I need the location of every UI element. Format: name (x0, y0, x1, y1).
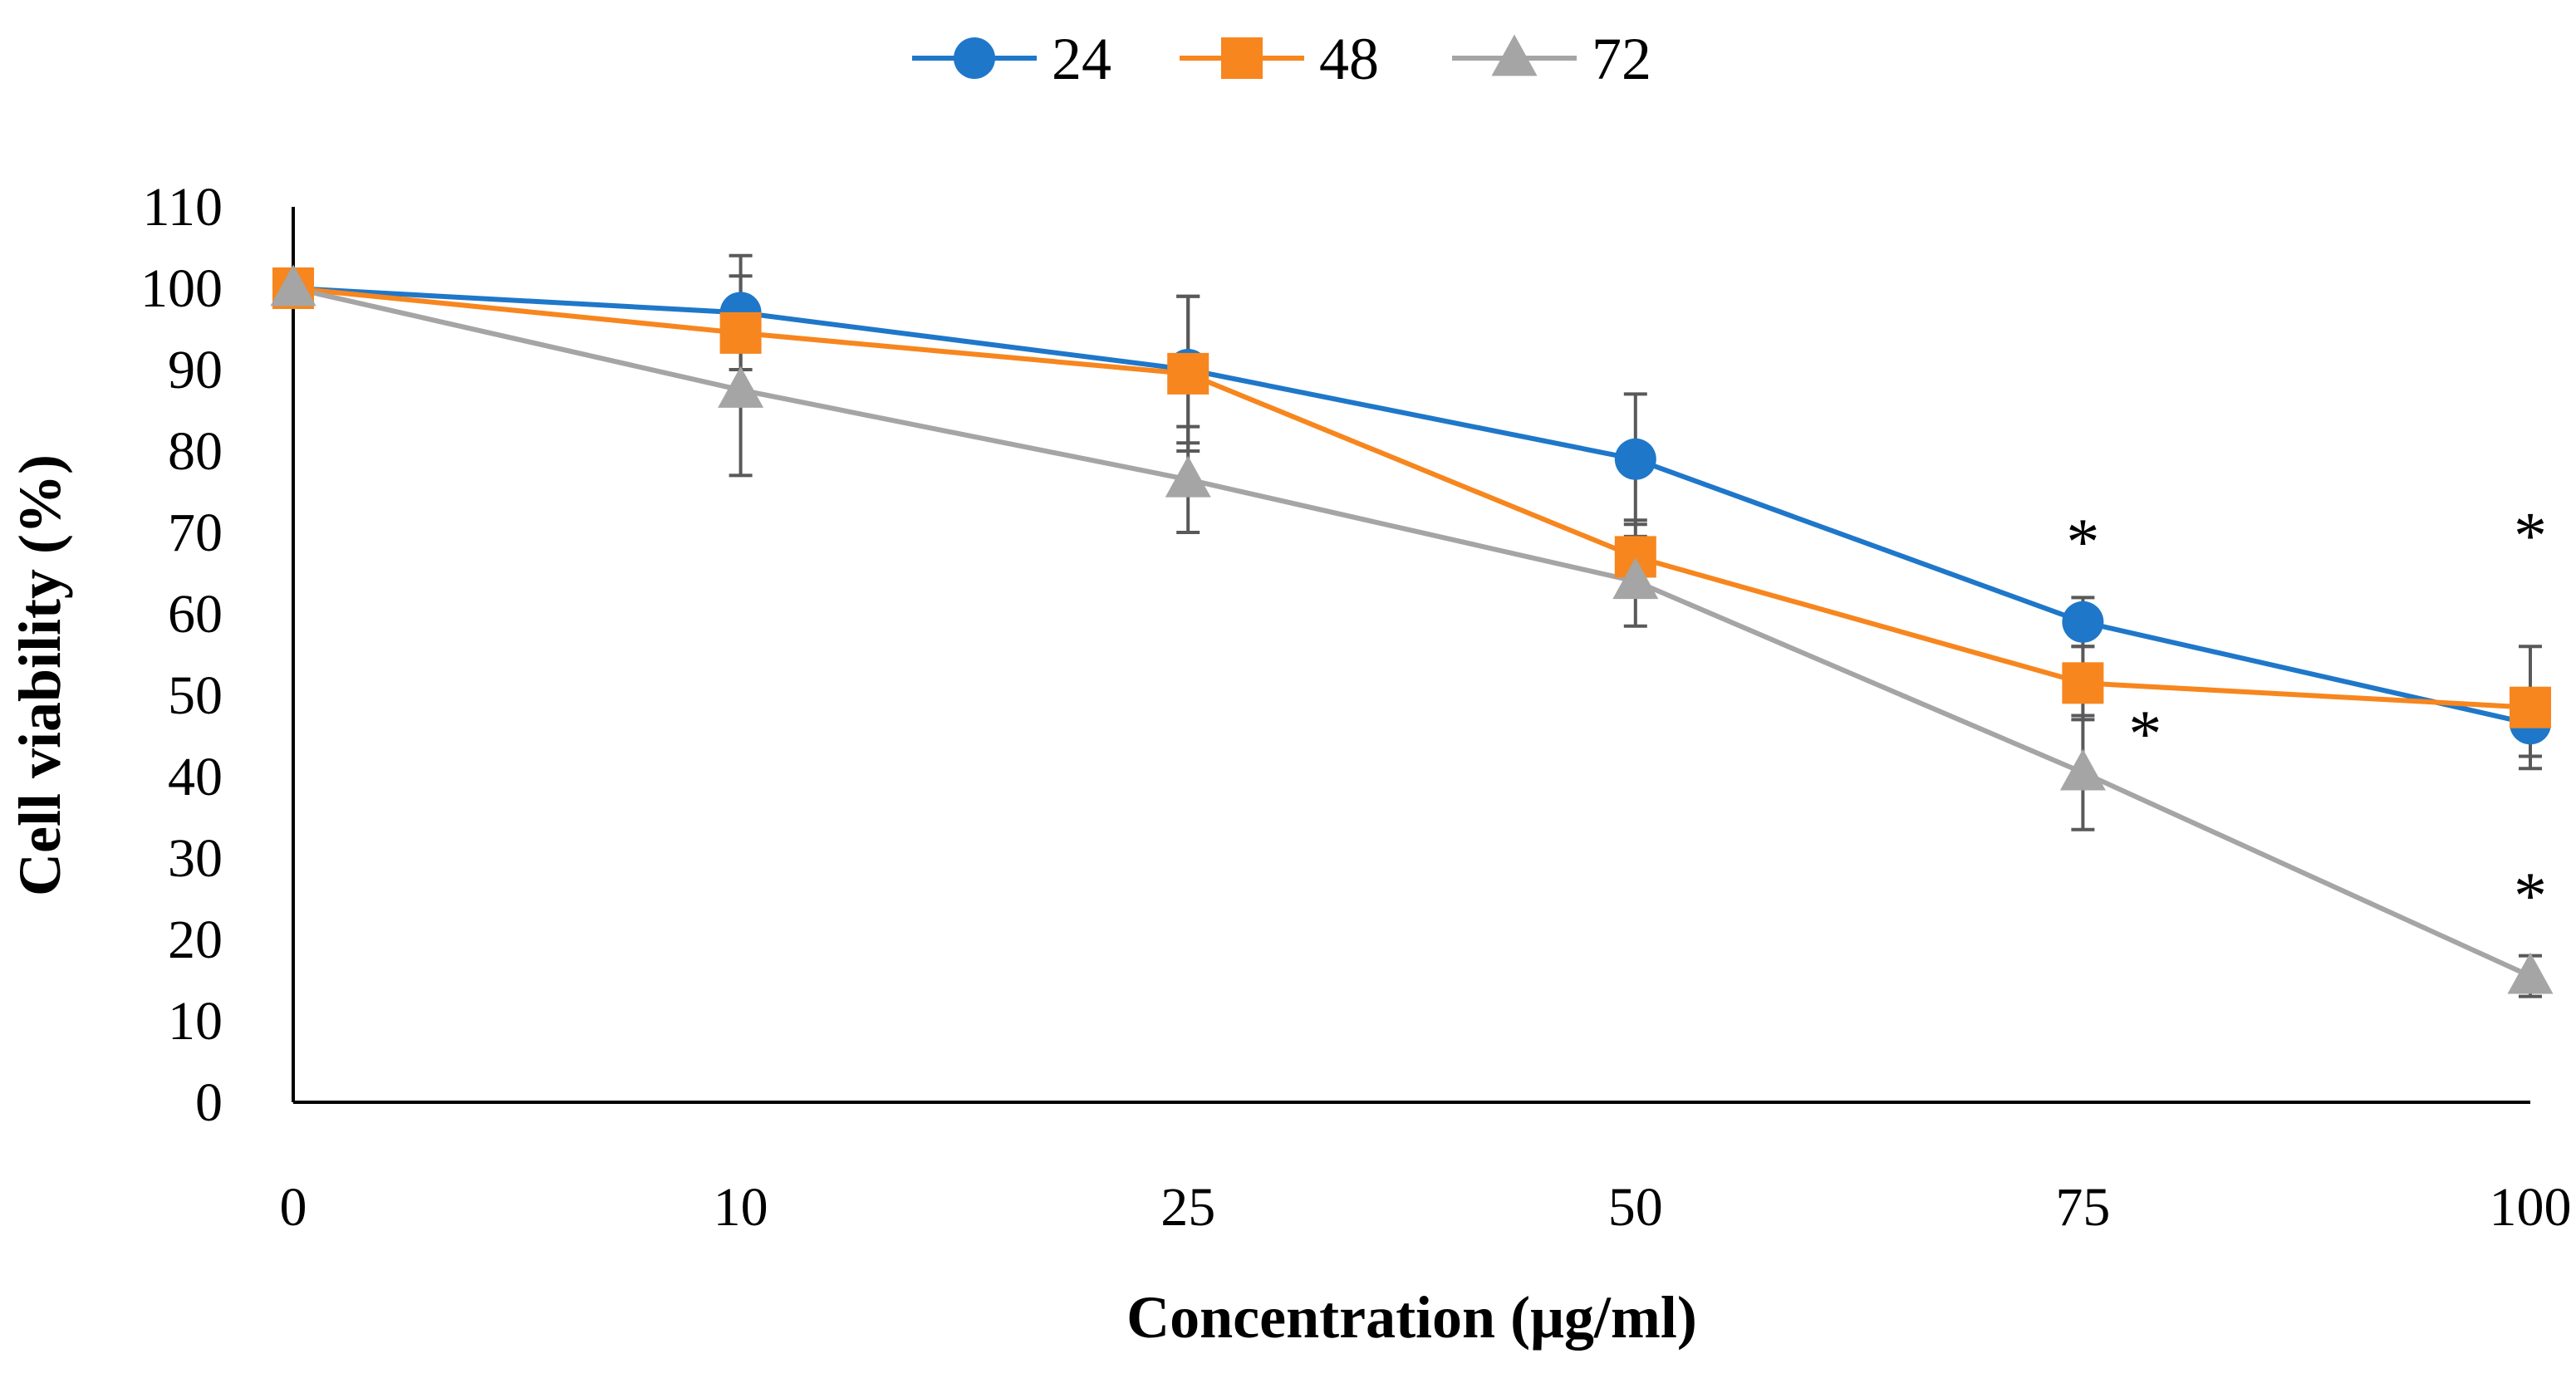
y-tick-label: 20 (168, 910, 223, 970)
marker-24 (2062, 601, 2104, 643)
legend-label: 72 (1592, 26, 1651, 92)
marker-72 (718, 366, 764, 408)
x-tick-label: 25 (1160, 1177, 1215, 1238)
x-tick-labels: 0 10 25 50 75 100 (280, 1177, 2572, 1238)
legend-item-24: 24 (912, 26, 1111, 92)
y-tick-label: 40 (168, 747, 223, 807)
legend-label: 24 (1052, 26, 1111, 92)
marker-72 (2507, 952, 2554, 994)
y-tick-labels: 0 10 20 30 40 50 60 70 80 90 100 110 (140, 177, 223, 1133)
significance-marker: * (2514, 860, 2547, 933)
marker-72 (1612, 557, 1659, 600)
series-line-48 (292, 286, 2531, 710)
x-tick-label: 50 (1608, 1177, 1663, 1238)
y-tick-label: 10 (168, 991, 223, 1052)
series-line-72 (292, 286, 2532, 978)
significance-marker: * (2066, 506, 2099, 579)
legend-item-48: 48 (1180, 26, 1379, 92)
significance-marker: * (2128, 698, 2161, 771)
marker-48 (719, 311, 762, 354)
marker-48 (2062, 662, 2104, 704)
series-line-24 (292, 286, 2531, 727)
legend-marker (1221, 37, 1263, 79)
legend: 24 48 72 (912, 26, 1651, 92)
series-lines (292, 286, 2532, 978)
y-tick-label: 30 (168, 828, 223, 889)
y-tick-label: 80 (168, 421, 223, 482)
marker-24 (1614, 438, 1656, 480)
marker-72 (1165, 455, 1211, 498)
marker-48 (2510, 686, 2551, 728)
legend-label: 48 (1319, 26, 1379, 92)
y-tick-label: 110 (142, 177, 223, 238)
annotations: * * * * (2066, 499, 2547, 933)
markers (270, 264, 2554, 994)
x-tick-label: 75 (2055, 1177, 2110, 1238)
x-axis-title: Concentration (μg/ml) (1126, 1284, 1697, 1351)
legend-marker (954, 37, 995, 79)
y-tick-label: 90 (168, 340, 223, 400)
x-tick-label: 0 (280, 1177, 307, 1238)
y-axis-title: Cell viability (%) (7, 454, 73, 896)
legend-marker (1491, 34, 1538, 76)
marker-48 (1167, 352, 1209, 395)
y-tick-label: 50 (168, 665, 223, 726)
y-tick-label: 100 (140, 258, 223, 319)
x-tick-label: 10 (714, 1177, 768, 1238)
y-tick-label: 0 (195, 1072, 223, 1133)
y-tick-label: 70 (168, 503, 223, 563)
y-tick-label: 60 (168, 584, 223, 645)
significance-marker: * (2514, 499, 2547, 572)
marker-72 (270, 264, 316, 307)
error-bars (729, 253, 2542, 998)
axes (292, 207, 2530, 1104)
legend-item-72: 72 (1452, 26, 1651, 92)
x-tick-label: 100 (2490, 1177, 2572, 1238)
marker-72 (2059, 748, 2106, 791)
